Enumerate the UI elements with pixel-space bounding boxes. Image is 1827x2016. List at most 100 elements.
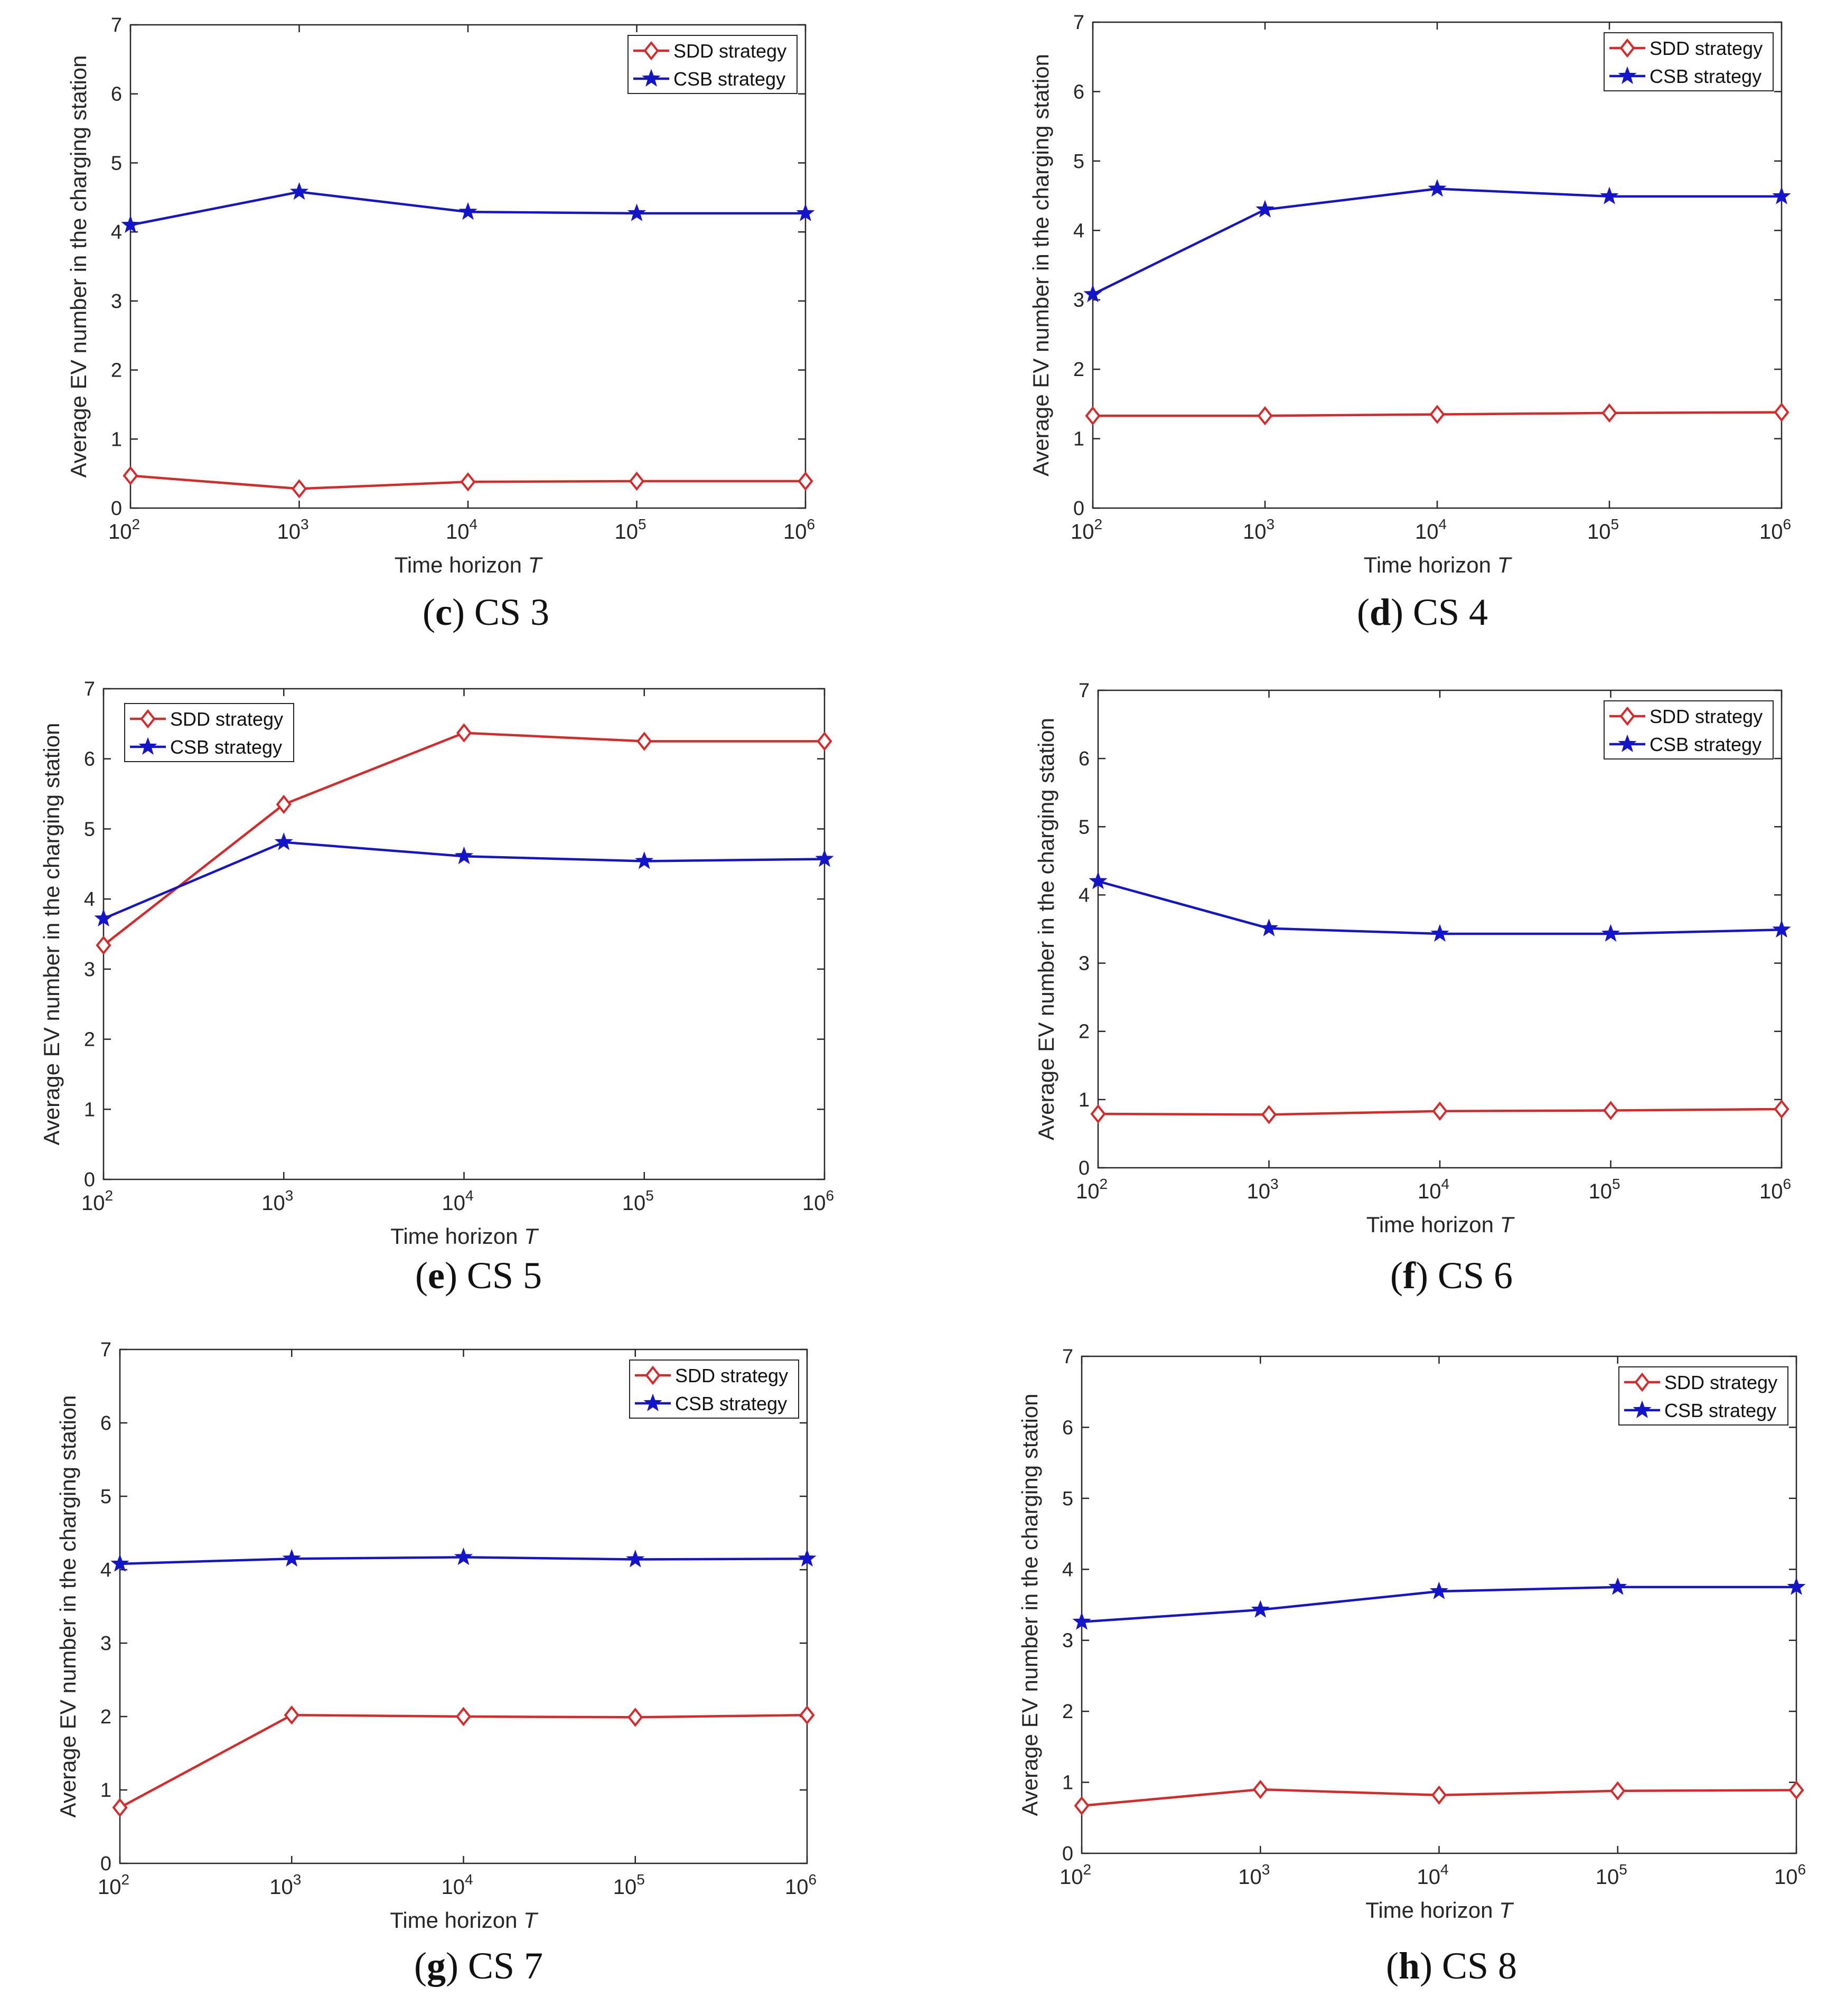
y-tick-label: 6 xyxy=(84,748,95,771)
y-tick-label: 0 xyxy=(111,498,122,520)
panel-caption: (e) CS 5 xyxy=(415,1254,542,1297)
data-point-diamond xyxy=(1085,406,1101,426)
data-point-diamond xyxy=(1774,402,1789,422)
data-point-star xyxy=(1601,924,1620,942)
y-tick-label: 7 xyxy=(1079,680,1090,702)
x-tick-label: 104 xyxy=(446,516,477,543)
y-tick-label: 1 xyxy=(1079,1089,1090,1111)
y-tick-label: 4 xyxy=(84,888,95,911)
legend-label: SDD strategy xyxy=(1650,706,1763,727)
x-tick-label: 106 xyxy=(785,1871,817,1899)
x-tick-label: 105 xyxy=(622,1187,654,1215)
data-point-star xyxy=(627,203,647,221)
data-point-diamond xyxy=(1774,1099,1789,1119)
data-point-star xyxy=(94,908,113,927)
data-point-diamond xyxy=(1431,1785,1447,1805)
y-tick-label: 2 xyxy=(100,1706,111,1728)
y-axis-label: Average EV number in the charging statio… xyxy=(55,1395,80,1817)
y-tick-label: 0 xyxy=(1079,1157,1090,1179)
y-tick-label: 3 xyxy=(1073,289,1084,312)
x-axis-label: Time horizon T xyxy=(395,552,544,577)
data-point-diamond xyxy=(627,1708,643,1727)
legend-label: CSB strategy xyxy=(1664,1400,1776,1421)
y-tick-label: 0 xyxy=(1073,498,1084,520)
y-tick-label: 3 xyxy=(100,1633,111,1655)
chart-panel-g: 0 1 2 3 4 5 6 7 102 103 104 105 106 Time horizon T Ave… xyxy=(55,1339,817,1987)
x-axis-label: Time horizon T xyxy=(390,1908,539,1933)
x-tick-label: 104 xyxy=(441,1871,473,1899)
x-tick-label: 106 xyxy=(1759,516,1791,543)
data-point-diamond xyxy=(799,1705,815,1725)
series-diamond xyxy=(96,723,832,955)
y-axis-label: Average EV number in the charging statio… xyxy=(1028,54,1053,476)
x-tick-label: 103 xyxy=(261,1187,293,1215)
y-tick-label: 5 xyxy=(1062,1488,1073,1510)
legend-label: SDD strategy xyxy=(1650,37,1763,59)
legend-marker-diamond xyxy=(1634,1372,1650,1392)
legend-marker-diamond xyxy=(1619,38,1635,58)
legend-marker-star xyxy=(138,737,157,755)
series-line xyxy=(119,1713,808,1809)
data-point-diamond xyxy=(1252,1779,1268,1799)
legend: SDD strategy CSB strategy xyxy=(1604,32,1774,91)
data-point-diamond xyxy=(123,466,138,485)
y-tick-label: 2 xyxy=(84,1029,95,1051)
x-tick-label: 104 xyxy=(1417,1861,1448,1889)
data-point-star xyxy=(1772,920,1791,938)
plot-area-frame xyxy=(102,688,826,1180)
legend: SDD strategy CSB strategy xyxy=(629,1359,799,1419)
x-tick-label: 103 xyxy=(1238,1861,1270,1889)
series-star xyxy=(110,1547,817,1572)
series-diamond xyxy=(123,466,813,499)
chart-panel-d: 0 1 2 3 4 5 6 7 102 103 104 105 106 Time horizon T Ave… xyxy=(1028,12,1791,633)
data-point-diamond xyxy=(1610,1781,1626,1801)
y-tick-label: 3 xyxy=(84,959,95,981)
y-tick-label: 2 xyxy=(1079,1021,1090,1043)
data-point-diamond xyxy=(817,732,832,751)
plot-area-frame xyxy=(1092,21,1783,509)
data-point-diamond xyxy=(1257,406,1273,426)
x-tick-label: 104 xyxy=(442,1187,473,1215)
legend-marker-star xyxy=(1618,66,1637,84)
series-star xyxy=(121,182,815,233)
y-tick-label: 7 xyxy=(100,1339,111,1361)
series-star xyxy=(94,832,834,927)
data-point-star xyxy=(1429,1581,1449,1599)
panel-caption: (d) CS 4 xyxy=(1357,591,1488,633)
legend-label: SDD strategy xyxy=(673,40,786,62)
legend-label: CSB strategy xyxy=(1650,734,1762,755)
x-axis-label: Time horizon T xyxy=(390,1224,539,1249)
plot-area-frame xyxy=(1081,1355,1797,1854)
data-point-diamond xyxy=(1432,1101,1448,1121)
data-point-star xyxy=(815,849,834,867)
x-tick-label: 102 xyxy=(1071,516,1102,543)
legend-label: SDD strategy xyxy=(170,708,283,730)
data-point-diamond xyxy=(636,732,652,751)
legend-label: SDD strategy xyxy=(675,1365,788,1386)
y-tick-label: 6 xyxy=(111,83,122,106)
x-tick-label: 106 xyxy=(802,1187,834,1215)
y-axis-label: Average EV number in the charging statio… xyxy=(1034,718,1058,1140)
data-point-diamond xyxy=(1788,1780,1804,1800)
data-point-star xyxy=(282,1549,301,1567)
data-point-star xyxy=(1428,179,1447,197)
data-point-diamond xyxy=(460,472,476,492)
data-point-diamond xyxy=(1601,403,1617,423)
y-tick-label: 6 xyxy=(100,1412,111,1434)
data-point-star xyxy=(798,1549,817,1567)
data-point-star xyxy=(796,203,815,221)
y-tick-label: 0 xyxy=(1062,1843,1073,1865)
legend-label: CSB strategy xyxy=(170,736,282,758)
data-point-diamond xyxy=(1261,1105,1277,1124)
chart-panel-f: 0 1 2 3 4 5 6 7 102 103 104 105 106 Time horizon T Ave… xyxy=(1034,680,1791,1297)
y-tick-label: 1 xyxy=(1073,428,1084,451)
data-point-star xyxy=(110,1554,129,1572)
data-point-star xyxy=(1772,186,1791,204)
data-point-diamond xyxy=(798,471,813,491)
data-point-star xyxy=(1600,186,1619,204)
x-tick-label: 103 xyxy=(1243,516,1275,543)
data-point-star xyxy=(626,1550,645,1568)
x-tick-label: 106 xyxy=(1774,1861,1806,1889)
x-tick-label: 104 xyxy=(1418,1176,1449,1203)
